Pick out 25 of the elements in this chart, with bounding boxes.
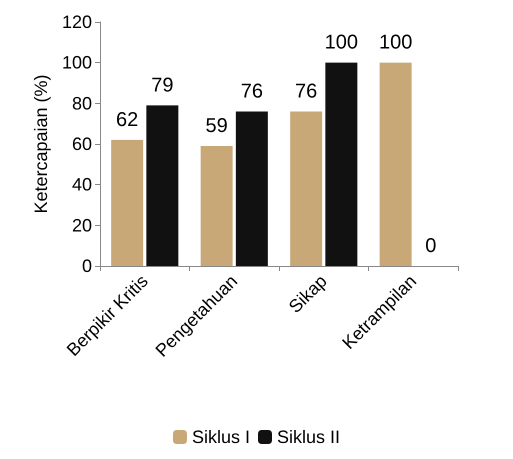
y-tick-label: 120 bbox=[62, 12, 92, 32]
data-label: 79 bbox=[151, 74, 174, 96]
bar bbox=[236, 111, 268, 266]
y-tick-label: 20 bbox=[72, 215, 92, 236]
y-tick-label: 100 bbox=[62, 52, 92, 73]
bar bbox=[380, 62, 412, 266]
y-tick-label: 40 bbox=[72, 174, 92, 195]
data-label: 0 bbox=[425, 235, 436, 257]
data-label: 100 bbox=[378, 32, 412, 54]
legend-label: Siklus II bbox=[277, 427, 340, 447]
y-axis-title: Ketercapaian (%) bbox=[31, 74, 51, 214]
y-tick-label: 80 bbox=[72, 93, 92, 114]
data-label: 76 bbox=[240, 80, 263, 102]
bar bbox=[290, 111, 322, 266]
data-label: 100 bbox=[324, 32, 358, 54]
bar bbox=[325, 62, 358, 266]
data-label: 62 bbox=[116, 108, 138, 131]
y-tick-label: 0 bbox=[82, 256, 92, 276]
data-label: 59 bbox=[206, 115, 228, 138]
bar bbox=[200, 146, 233, 266]
bar bbox=[146, 105, 178, 266]
y-tick-label: 60 bbox=[72, 134, 92, 154]
legend-label: Siklus I bbox=[192, 427, 250, 447]
data-label: 76 bbox=[295, 80, 318, 102]
bar bbox=[111, 140, 144, 266]
